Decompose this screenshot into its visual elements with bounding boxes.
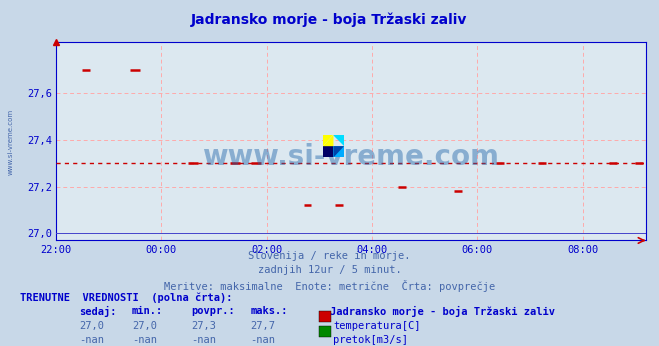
Text: sedaj:: sedaj:: [79, 306, 117, 317]
Text: -nan: -nan: [79, 335, 104, 345]
Polygon shape: [333, 135, 344, 146]
Text: www.si-vreme.com: www.si-vreme.com: [8, 109, 14, 175]
Text: -nan: -nan: [191, 335, 216, 345]
Text: 27,0: 27,0: [132, 321, 157, 331]
Text: min.:: min.:: [132, 306, 163, 316]
Text: Slovenija / reke in morje.: Slovenija / reke in morje.: [248, 251, 411, 261]
Text: 27,0: 27,0: [79, 321, 104, 331]
Text: Jadransko morje - boja Tržaski zaliv: Jadransko morje - boja Tržaski zaliv: [330, 306, 554, 317]
Text: Jadransko morje - boja Tržaski zaliv: Jadransko morje - boja Tržaski zaliv: [191, 12, 468, 27]
Text: TRENUTNE  VREDNOSTI  (polna črta):: TRENUTNE VREDNOSTI (polna črta):: [20, 292, 232, 303]
Text: pretok[m3/s]: pretok[m3/s]: [333, 335, 409, 345]
Text: -nan: -nan: [250, 335, 275, 345]
Text: 27,7: 27,7: [250, 321, 275, 331]
Text: -nan: -nan: [132, 335, 157, 345]
Polygon shape: [333, 146, 344, 157]
Text: povpr.:: povpr.:: [191, 306, 235, 316]
Text: zadnjih 12ur / 5 minut.: zadnjih 12ur / 5 minut.: [258, 265, 401, 275]
Polygon shape: [323, 135, 333, 146]
Text: 27,3: 27,3: [191, 321, 216, 331]
Polygon shape: [323, 146, 333, 157]
Text: temperatura[C]: temperatura[C]: [333, 321, 421, 331]
Text: maks.:: maks.:: [250, 306, 288, 316]
Polygon shape: [333, 146, 344, 157]
Text: Meritve: maksimalne  Enote: metrične  Črta: povprečje: Meritve: maksimalne Enote: metrične Črta…: [164, 280, 495, 292]
Polygon shape: [323, 135, 333, 146]
Text: www.si-vreme.com: www.si-vreme.com: [202, 143, 500, 171]
